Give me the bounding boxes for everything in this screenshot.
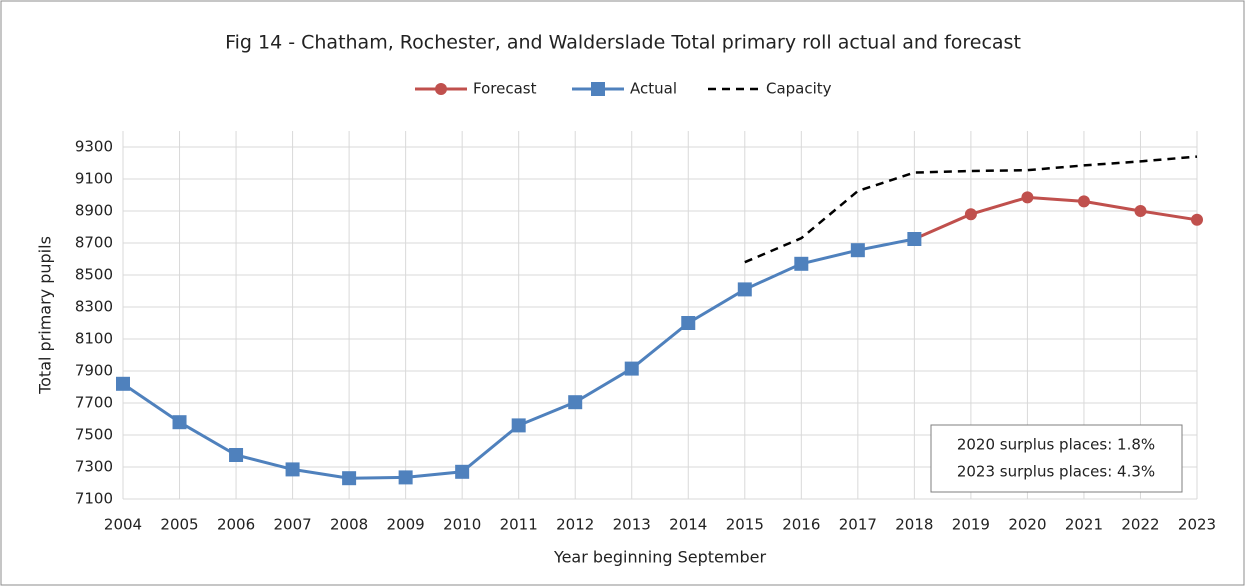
y-axis-label: Total primary pupils	[36, 236, 55, 395]
point	[172, 415, 187, 430]
x-tick-label: 2011	[500, 516, 538, 534]
x-tick-label: 2007	[273, 516, 311, 534]
x-axis-label: Year beginning September	[553, 548, 767, 567]
x-tick-label: 2021	[1065, 516, 1103, 534]
point	[850, 243, 865, 258]
legend-label: Forecast	[473, 80, 537, 98]
point	[511, 418, 526, 433]
point	[285, 462, 300, 477]
point	[342, 471, 357, 486]
y-tick-label: 8900	[75, 202, 113, 220]
legend-label: Actual	[630, 80, 677, 98]
x-tick-label: 2014	[669, 516, 707, 534]
x-tick-label: 2020	[1008, 516, 1046, 534]
x-tick-label: 2015	[726, 516, 764, 534]
point	[907, 232, 922, 246]
x-tick-label: 2016	[782, 516, 820, 534]
series-line	[744, 155, 1198, 264]
x-tick-label: 2019	[952, 516, 990, 534]
legend-label: Capacity	[766, 80, 832, 98]
y-tick-label: 7300	[75, 458, 113, 476]
y-tick-label: 7900	[75, 362, 113, 380]
x-tick-label: 2008	[330, 516, 368, 534]
x-tick-label: 2010	[443, 516, 481, 534]
point	[1021, 191, 1034, 204]
x-tick-label: 2012	[556, 516, 594, 534]
y-tick-label: 7500	[75, 426, 113, 444]
y-tick-label: 9100	[75, 170, 113, 188]
annotation-box	[930, 424, 1183, 493]
point	[624, 361, 639, 376]
y-tick-label: 8500	[75, 266, 113, 284]
legend-marker	[591, 82, 605, 96]
x-tick-label: 2005	[160, 516, 198, 534]
y-tick-label: 9300	[75, 138, 113, 156]
x-tick-label: 2009	[387, 516, 425, 534]
x-tick-label: 2006	[217, 516, 255, 534]
point	[568, 395, 583, 410]
y-tick-label: 7700	[75, 394, 113, 412]
x-tick-label: 2013	[613, 516, 651, 534]
point	[1077, 195, 1090, 208]
x-tick-label: 2018	[895, 516, 933, 534]
point	[116, 376, 130, 391]
point	[455, 464, 470, 479]
series-line	[913, 195, 1198, 241]
point	[229, 448, 244, 462]
y-tick-label: 8700	[75, 234, 113, 252]
point	[681, 316, 696, 330]
y-tick-label: 8300	[75, 298, 113, 316]
point	[737, 282, 752, 297]
x-tick-label: 2023	[1178, 516, 1216, 534]
x-tick-label: 2017	[839, 516, 877, 534]
y-tick-label: 7100	[75, 490, 113, 508]
point	[1134, 205, 1147, 217]
point	[1191, 213, 1203, 226]
x-tick-label: 2004	[104, 516, 142, 534]
annotation: 2020 surplus places: 1.8%	[957, 436, 1155, 454]
legend-marker	[435, 83, 447, 95]
y-tick-label: 8100	[75, 330, 113, 348]
annotation: 2023 surplus places: 4.3%	[957, 463, 1155, 481]
x-tick-label: 2022	[1121, 516, 1159, 534]
chart-title: Fig 14 - Chatham, Rochester, and Walders…	[225, 32, 1021, 54]
point	[398, 470, 413, 485]
point	[794, 256, 809, 271]
point	[964, 208, 977, 221]
